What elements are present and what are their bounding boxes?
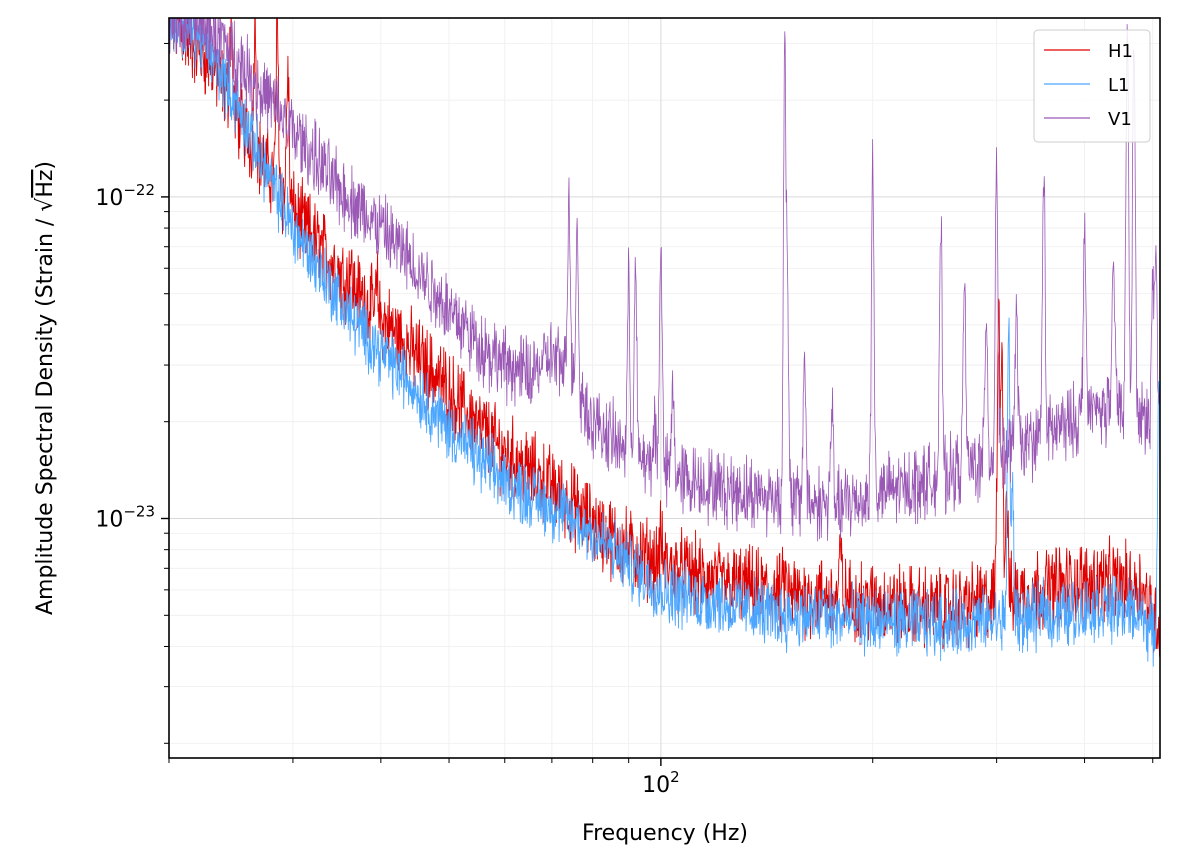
- legend: H1 L1 V1: [1033, 29, 1151, 143]
- grid-major: [169, 18, 1160, 758]
- svg-text:Amplitude Spectral Density (St: Amplitude Spectral Density (Strain / √Hz…: [33, 161, 58, 615]
- y-axis-label: Amplitude Spectral Density (Strain / √Hz…: [33, 161, 58, 615]
- series-group: [169, 18, 1160, 667]
- series-line-h1: [169, 18, 1160, 657]
- y-axis-label-main: Amplitude Spectral Density (Strain /: [33, 212, 58, 615]
- y-tick-label-base: 10: [95, 507, 123, 532]
- x-tick-label: 102: [642, 768, 680, 798]
- sqrt-symbol: √: [33, 197, 58, 212]
- y-tick-label-base: 10: [95, 186, 123, 211]
- series-line-l1: [169, 18, 1160, 667]
- y-tick-label-exp: −22: [123, 181, 155, 199]
- axis-ticks: [161, 42, 1154, 766]
- legend-label-h1: H1: [1108, 41, 1133, 62]
- plot-frame: [168, 17, 1161, 759]
- y-axis-label-sqrt: Hz: [33, 170, 58, 198]
- x-tick-label-exp: 2: [670, 768, 680, 786]
- legend-label-v1: V1: [1108, 109, 1132, 130]
- y-tick-label: 10−23: [95, 502, 155, 532]
- y-axis-label-close: ): [33, 161, 58, 170]
- y-tick-label: 10−22: [95, 181, 155, 211]
- legend-box: [1033, 29, 1151, 143]
- plot-area: [169, 18, 1160, 758]
- x-tick-label-base: 10: [642, 773, 670, 798]
- y-tick-label-exp: −23: [123, 502, 155, 520]
- legend-label-l1: L1: [1108, 75, 1129, 96]
- series-line-v1: [169, 18, 1160, 542]
- x-axis-label: Frequency (Hz): [582, 821, 748, 846]
